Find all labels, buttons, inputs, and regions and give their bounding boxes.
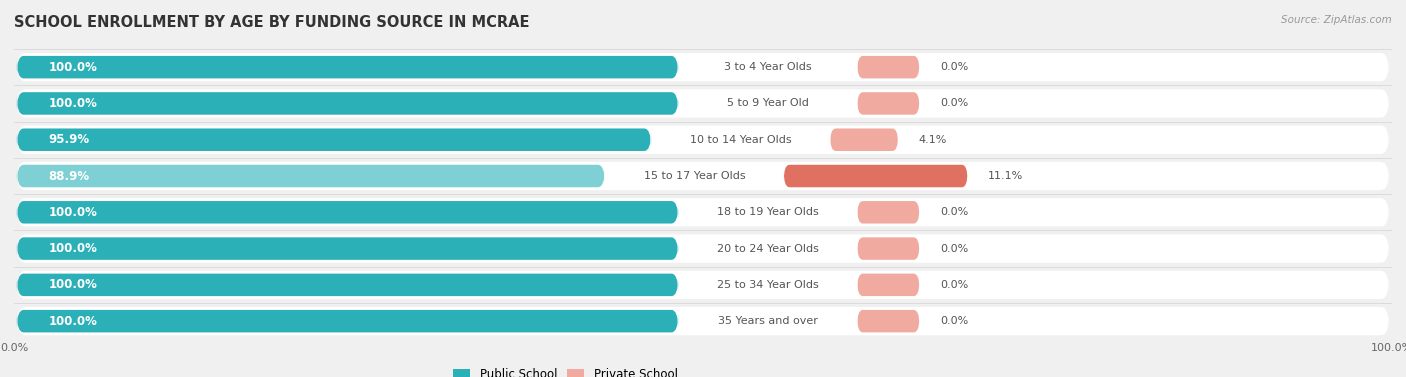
FancyBboxPatch shape [830,129,898,151]
Text: 100.0%: 100.0% [48,97,97,110]
FancyBboxPatch shape [858,274,920,296]
FancyBboxPatch shape [17,310,678,333]
Text: 5 to 9 Year Old: 5 to 9 Year Old [727,98,808,109]
FancyBboxPatch shape [858,56,920,78]
FancyBboxPatch shape [858,92,920,115]
Text: 100.0%: 100.0% [48,61,97,74]
FancyBboxPatch shape [17,274,678,296]
FancyBboxPatch shape [17,165,605,187]
FancyBboxPatch shape [678,310,858,333]
Text: SCHOOL ENROLLMENT BY AGE BY FUNDING SOURCE IN MCRAE: SCHOOL ENROLLMENT BY AGE BY FUNDING SOUR… [14,15,530,30]
Text: 0.0%: 0.0% [941,207,969,217]
FancyBboxPatch shape [678,238,858,260]
FancyBboxPatch shape [17,53,1389,81]
FancyBboxPatch shape [678,274,858,296]
Text: 100.0%: 100.0% [48,315,97,328]
FancyBboxPatch shape [17,129,651,151]
Text: 3 to 4 Year Olds: 3 to 4 Year Olds [724,62,811,72]
Text: 0.0%: 0.0% [941,316,969,326]
Text: 100.0%: 100.0% [48,278,97,291]
FancyBboxPatch shape [17,234,1389,263]
FancyBboxPatch shape [785,165,967,187]
FancyBboxPatch shape [17,162,1389,190]
FancyBboxPatch shape [605,165,785,187]
Text: 11.1%: 11.1% [988,171,1024,181]
Text: Source: ZipAtlas.com: Source: ZipAtlas.com [1281,15,1392,25]
FancyBboxPatch shape [17,89,1389,118]
Text: 25 to 34 Year Olds: 25 to 34 Year Olds [717,280,818,290]
Text: 35 Years and over: 35 Years and over [718,316,818,326]
FancyBboxPatch shape [678,56,858,78]
Text: 100.0%: 100.0% [48,206,97,219]
Text: 18 to 19 Year Olds: 18 to 19 Year Olds [717,207,818,217]
FancyBboxPatch shape [17,201,678,224]
FancyBboxPatch shape [678,92,858,115]
FancyBboxPatch shape [17,271,1389,299]
FancyBboxPatch shape [678,201,858,224]
Text: 0.0%: 0.0% [941,62,969,72]
Text: 10 to 14 Year Olds: 10 to 14 Year Olds [690,135,792,145]
Text: 4.1%: 4.1% [918,135,948,145]
FancyBboxPatch shape [858,238,920,260]
FancyBboxPatch shape [858,201,920,224]
Text: 100.0%: 100.0% [48,242,97,255]
Text: 0.0%: 0.0% [941,280,969,290]
FancyBboxPatch shape [17,92,678,115]
Text: 0.0%: 0.0% [941,98,969,109]
FancyBboxPatch shape [17,56,678,78]
Text: 88.9%: 88.9% [48,170,90,182]
FancyBboxPatch shape [17,198,1389,227]
FancyBboxPatch shape [17,238,678,260]
Text: 95.9%: 95.9% [48,133,90,146]
FancyBboxPatch shape [858,310,920,333]
Legend: Public School, Private School: Public School, Private School [449,363,682,377]
Text: 15 to 17 Year Olds: 15 to 17 Year Olds [644,171,745,181]
Text: 20 to 24 Year Olds: 20 to 24 Year Olds [717,244,818,254]
FancyBboxPatch shape [651,129,830,151]
FancyBboxPatch shape [17,307,1389,335]
FancyBboxPatch shape [17,126,1389,154]
Text: 0.0%: 0.0% [941,244,969,254]
